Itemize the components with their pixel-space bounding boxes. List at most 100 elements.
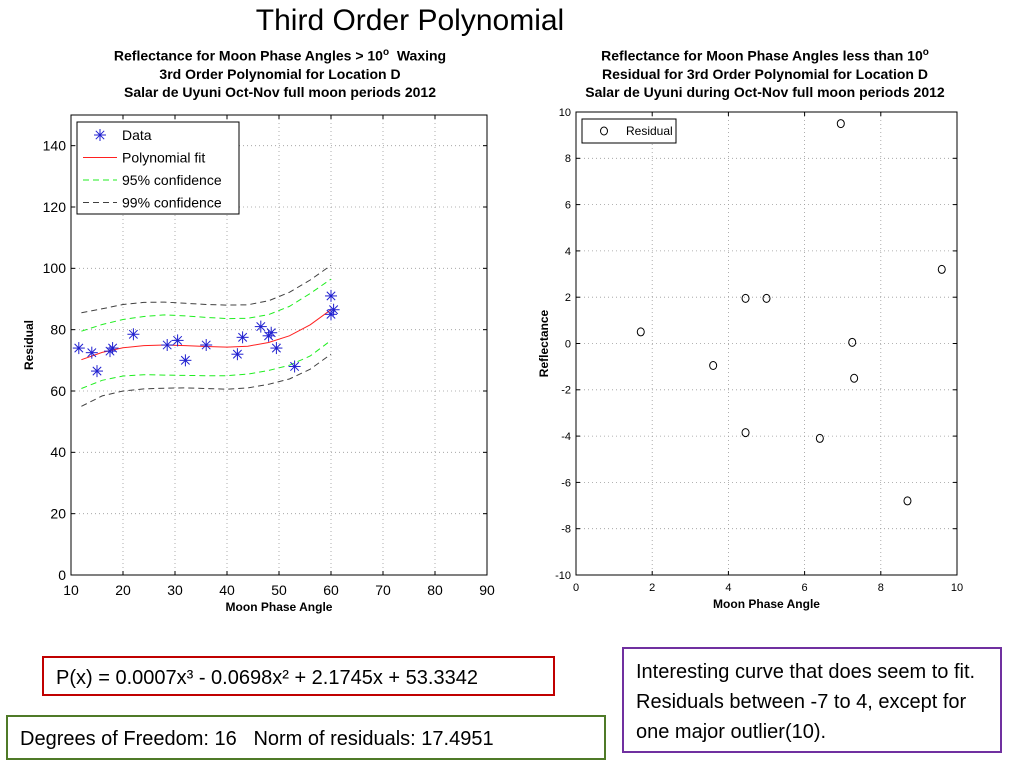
marker-stroke [95, 130, 105, 140]
legend-marker [600, 126, 608, 136]
legend-marker [94, 129, 106, 141]
legend-label: Polynomial fit [122, 150, 205, 166]
marker-stroke [326, 291, 336, 301]
residual-point [709, 360, 718, 370]
data-point [171, 334, 184, 347]
marker-stroke [92, 366, 102, 376]
marker-stroke [271, 343, 281, 353]
marker-stroke [87, 348, 97, 358]
marker-stroke [266, 328, 276, 338]
x-tick-label: 50 [271, 582, 287, 598]
legend: Data Polynomial fit 95% confidence 99% conf… [76, 121, 240, 215]
data-point [270, 342, 283, 355]
equation-box: P(x) = 0.0007x³ - 0.0698x² + 2.1745x + 5… [42, 656, 555, 696]
y-tick-label: 120 [43, 199, 67, 215]
slide-title: Third Order Polynomial [255, 4, 565, 37]
residual-point [836, 119, 845, 129]
data-point [327, 303, 340, 316]
data-point [127, 328, 140, 341]
left-chart-title-line-2: 3rd Order Polynomial for Location D [159, 65, 401, 82]
marker-stroke [74, 343, 84, 353]
y-tick-label: 40 [50, 444, 66, 460]
data-point [254, 320, 267, 333]
data-point [161, 339, 174, 351]
y-tick-label: -6 [561, 477, 571, 489]
left-chart-title-line-1: Reflectance for Moon Phase Angles > 10o … [113, 47, 447, 64]
y-tick-label: 4 [565, 246, 571, 258]
x-tick-label: 6 [802, 582, 808, 594]
data-point [288, 360, 301, 373]
x-tick-label: 60 [323, 582, 339, 598]
x-tick-label: 40 [219, 582, 235, 598]
y-tick-label: -8 [561, 524, 571, 536]
data-point [265, 326, 278, 339]
x-tick-label: 90 [479, 582, 495, 598]
marker-stroke [290, 361, 300, 372]
y-tick-label: 10 [559, 107, 571, 119]
marker-stroke [162, 340, 172, 350]
x-tick-label: 20 [115, 582, 131, 598]
residual-point [848, 337, 857, 347]
residual-point [815, 433, 824, 443]
y-tick-label: 140 [43, 138, 67, 154]
x-axis-label: Moon Phase Angle [226, 600, 333, 614]
legend: Residual [581, 118, 677, 144]
x-axis-label: Moon Phase Angle [713, 597, 820, 611]
data-point [72, 342, 85, 355]
y-tick-label: 0 [58, 567, 66, 583]
marker-stroke [256, 322, 266, 332]
x-tick-label: 30 [167, 582, 183, 598]
stats-box: Degrees of Freedom: 16 Norm of residuals… [6, 715, 606, 760]
right-chart-title-line-1: Reflectance for Moon Phase Angles less t… [601, 47, 929, 64]
residual-point [903, 496, 912, 506]
marker-stroke [232, 349, 242, 359]
x-tick-label: 70 [375, 582, 391, 598]
residual-point [850, 373, 859, 383]
residual-point [636, 327, 645, 337]
y-tick-label: -4 [561, 431, 571, 443]
y-tick-label: 6 [565, 199, 571, 211]
legend-label: 95% confidence [122, 172, 222, 188]
conf95-lower-line [81, 340, 332, 389]
data-point [91, 365, 103, 378]
x-tick-label: 10 [951, 582, 963, 594]
marker-stroke [180, 355, 190, 365]
y-tick-label: -2 [561, 385, 571, 397]
y-tick-label: 0 [565, 338, 571, 350]
conf99-upper-line [81, 264, 332, 314]
x-tick-label: 4 [725, 582, 731, 594]
marker-stroke [108, 343, 118, 353]
y-axis-label: Reflectance [537, 309, 551, 377]
data-point [236, 331, 249, 344]
y-tick-label: 20 [50, 506, 66, 522]
marker-stroke [329, 305, 339, 315]
y-tick-label: 80 [50, 322, 66, 338]
y-tick-label: 60 [50, 383, 66, 399]
x-tick-label: 10 [63, 582, 79, 598]
marker-stroke [128, 329, 138, 339]
legend-label: Residual [626, 124, 673, 138]
marker-stroke [173, 335, 183, 345]
y-tick-label: -10 [555, 570, 571, 582]
data-point [200, 339, 213, 351]
residual-point [762, 293, 771, 303]
marker-stroke [201, 340, 211, 350]
left-chart-title-line-3: Salar de Uyuni Oct-Nov full moon periods… [124, 83, 436, 100]
y-tick-label: 2 [565, 292, 571, 304]
right-chart-title-line-2: Residual for 3rd Order Polynomial for Lo… [602, 65, 928, 82]
plot-area [576, 112, 957, 575]
data-point [179, 354, 192, 367]
x-tick-label: 80 [427, 582, 443, 598]
x-tick-label: 0 [573, 582, 579, 594]
note-box: Interesting curve that does seem to fit.… [622, 647, 1002, 753]
data-point [325, 289, 337, 302]
left-chart-title: Reflectance for Moon Phase Angles > 10o … [60, 44, 500, 101]
residual-point [937, 264, 946, 274]
y-tick-label: 8 [565, 153, 571, 165]
conf95-upper-line [81, 278, 332, 332]
legend-label: 99% confidence [122, 195, 222, 211]
marker-stroke [238, 332, 248, 342]
conf99-lower-line [81, 353, 332, 407]
